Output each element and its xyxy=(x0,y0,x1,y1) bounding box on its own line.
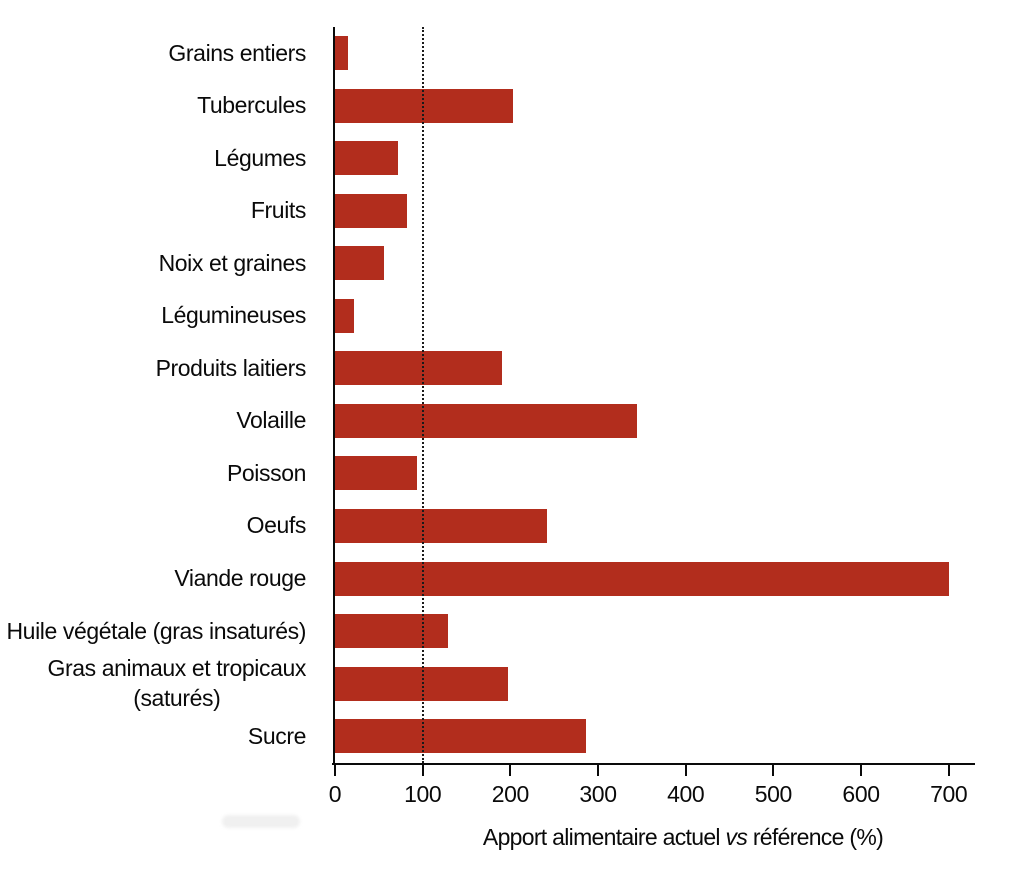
category-label-text: Huile végétale (gras insaturés) xyxy=(6,617,306,644)
category-label: Légumineuses xyxy=(0,290,312,343)
category-label: Produits laitiers xyxy=(0,342,312,395)
x-axis-title-vs: vs xyxy=(725,824,748,850)
category-label: Grains entiers xyxy=(0,27,312,80)
x-axis-tick-label: 100 xyxy=(404,781,442,807)
x-axis-tick-label: 300 xyxy=(579,781,617,807)
x-axis-tick xyxy=(860,765,863,776)
bar xyxy=(335,193,407,228)
plot-area xyxy=(335,27,975,763)
category-label: Légumes xyxy=(0,132,312,185)
category-label: Volaille xyxy=(0,395,312,448)
reference-line-100pct xyxy=(421,27,424,763)
x-axis-tick xyxy=(334,765,336,776)
x-axis-tick xyxy=(421,765,424,776)
category-label-text: Sucre xyxy=(247,722,306,749)
x-axis-line xyxy=(332,763,975,765)
bar xyxy=(335,666,508,701)
category-label: Poisson xyxy=(0,447,312,500)
y-axis-line xyxy=(333,27,335,765)
x-axis-tick xyxy=(597,765,599,776)
x-axis-tick-label: 700 xyxy=(930,781,968,807)
category-label-text: Fruits xyxy=(250,197,307,224)
x-axis-tick-label: 400 xyxy=(667,781,705,807)
category-label-text: Noix et graines xyxy=(158,249,307,276)
bar xyxy=(335,719,586,754)
x-axis-tick xyxy=(684,765,687,776)
category-label-text: Oeufs xyxy=(246,512,307,539)
x-axis-title-pre: Apport alimentaire actuel xyxy=(482,824,726,850)
x-axis-tick-label: 600 xyxy=(842,781,880,807)
category-label: Oeufs xyxy=(0,500,312,553)
x-axis-title: Apport alimentaire actuel vs référence (… xyxy=(363,824,1003,851)
bar xyxy=(335,403,638,438)
category-label: Huile végétale (gras insaturés) xyxy=(0,605,312,658)
bar xyxy=(335,456,418,491)
category-label-text: Légumineuses xyxy=(161,302,306,329)
bar xyxy=(335,508,548,543)
category-label-text: Produits laitiers xyxy=(155,354,307,381)
bar xyxy=(335,614,449,649)
category-label-text: Grains entiers xyxy=(168,39,306,66)
x-axis-tick-label: 0 xyxy=(328,781,342,807)
category-label: Sucre xyxy=(0,710,312,763)
category-label: Viande rouge xyxy=(0,553,312,606)
category-label-text: Tubercules xyxy=(197,92,306,119)
category-label: Fruits xyxy=(0,185,312,238)
category-label: Tubercules xyxy=(0,80,312,133)
category-label: Noix et graines xyxy=(0,237,312,290)
bar xyxy=(335,88,513,123)
bar xyxy=(335,561,949,596)
category-label-text: Légumes xyxy=(214,144,306,171)
x-axis-tick xyxy=(509,765,512,776)
x-axis-tick xyxy=(772,765,775,776)
category-label-text: Poisson xyxy=(226,459,306,486)
category-label-text: Gras animaux et tropicaux (saturés) xyxy=(47,655,307,711)
category-label: Gras animaux et tropicaux (saturés) xyxy=(0,655,312,710)
x-axis-tick-label: 200 xyxy=(491,781,530,807)
bar xyxy=(335,141,399,176)
faded-watermark-artifact xyxy=(222,815,300,828)
x-axis-tick-label: 500 xyxy=(754,781,793,807)
bar xyxy=(335,36,349,70)
bar xyxy=(335,246,385,281)
x-axis-title-post: référence (%) xyxy=(747,824,884,850)
category-label-text: Viande rouge xyxy=(174,565,306,592)
category-label-text: Volaille xyxy=(236,407,306,434)
bar xyxy=(335,351,502,386)
x-axis-tick xyxy=(947,765,950,776)
bar xyxy=(335,298,355,333)
